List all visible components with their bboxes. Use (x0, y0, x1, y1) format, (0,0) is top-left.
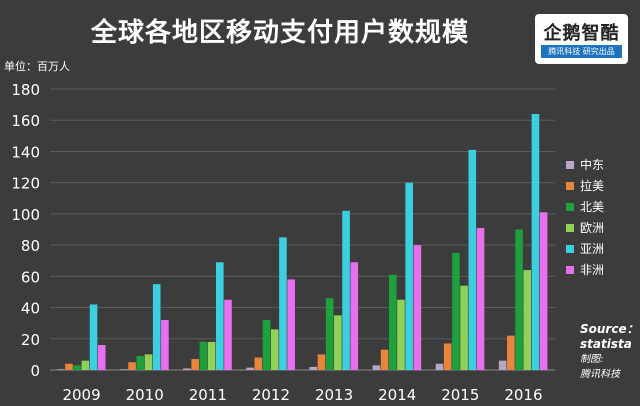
legend-label: 非洲 (580, 263, 605, 277)
y-tick-label: 60 (21, 268, 40, 286)
x-tick-label: 2011 (189, 386, 227, 404)
legend-swatch (566, 223, 574, 232)
bar (97, 345, 106, 370)
bar (334, 315, 342, 370)
bar (388, 274, 397, 370)
bar (435, 363, 444, 370)
bar (523, 270, 532, 370)
y-tick-label: 20 (21, 331, 40, 349)
x-tick-label: 2014 (378, 386, 416, 404)
bar (224, 299, 232, 370)
bar (460, 285, 468, 370)
bar (136, 355, 145, 370)
brand-logo: 企鹅智酷 腾讯科技 研究出品 (535, 14, 628, 64)
chart-legend: 中东拉美北美欧洲亚洲非洲 (566, 154, 604, 280)
legend-swatch (566, 265, 574, 274)
bar (152, 284, 161, 370)
page-title: 全球各地区移动支付用户数规模 (90, 18, 469, 48)
y-tick-label: 160 (11, 112, 40, 130)
source-label: Source： (580, 322, 639, 336)
bar (309, 366, 318, 370)
legend-label: 拉美 (580, 179, 605, 193)
y-tick-label: 80 (21, 237, 40, 255)
legend-item: 拉美 (566, 175, 604, 196)
legend-label: 亚洲 (580, 242, 605, 256)
credit-name: 腾讯科技 (580, 369, 620, 380)
legend-item: 欧洲 (566, 217, 604, 238)
bar (246, 367, 254, 370)
credit-label: 制图: (580, 354, 604, 365)
bar (507, 335, 515, 370)
bar (531, 113, 540, 370)
y-tick-label: 120 (11, 175, 40, 193)
bar (317, 354, 326, 370)
bar (498, 360, 507, 370)
x-tick-label: 2015 (441, 386, 479, 404)
y-tick-label: 40 (21, 300, 40, 318)
legend-swatch (566, 160, 574, 169)
bar (262, 320, 271, 370)
bar (287, 279, 295, 370)
bar (191, 359, 200, 370)
y-tick-label: 140 (11, 143, 40, 161)
y-tick-label: 180 (11, 81, 40, 99)
bar (380, 349, 389, 370)
x-tick-label: 2013 (315, 386, 353, 404)
bar (144, 354, 153, 370)
legend-label: 欧洲 (580, 221, 605, 235)
source-name: statista (580, 337, 632, 351)
x-tick-label: 2009 (62, 386, 100, 404)
bar (476, 227, 485, 370)
legend-swatch (566, 244, 574, 253)
bar (73, 365, 81, 370)
bar (89, 304, 98, 370)
legend-item: 中东 (566, 154, 604, 175)
bar (65, 363, 73, 370)
bar (443, 343, 452, 370)
bar (413, 245, 422, 370)
x-tick-label: 2012 (252, 386, 290, 404)
unit-label: 单位：百万人 (4, 60, 70, 73)
logo-name: 企鹅智酷 (543, 23, 620, 44)
legend-label: 中东 (580, 158, 605, 172)
bar (350, 262, 359, 370)
bar (270, 329, 279, 370)
legend-item: 亚洲 (566, 238, 604, 259)
bar (405, 182, 413, 370)
y-tick-label: 0 (30, 362, 40, 380)
legend-item: 北美 (566, 196, 604, 217)
logo-tagline: 腾讯科技 研究出品 (541, 45, 622, 58)
bar (81, 360, 90, 370)
bar (56, 369, 65, 371)
legend-swatch (566, 202, 574, 211)
bar (515, 229, 523, 370)
bar (216, 262, 224, 370)
x-tick-label: 2016 (504, 386, 542, 404)
source-note: Source： statista 制图: 腾讯科技 (580, 322, 639, 382)
bar (539, 212, 548, 370)
x-tick-label: 2010 (126, 386, 164, 404)
y-tick-label: 100 (11, 206, 40, 224)
bar (199, 341, 208, 370)
bar (161, 320, 169, 370)
bar (120, 369, 128, 371)
legend-label: 北美 (580, 200, 605, 214)
legend-swatch (566, 181, 574, 190)
bar (325, 298, 334, 370)
bar (342, 210, 350, 370)
bar (452, 252, 460, 370)
bar (279, 237, 287, 370)
bar (128, 362, 136, 370)
bar (397, 299, 405, 370)
legend-item: 非洲 (566, 259, 604, 280)
bar (468, 149, 477, 370)
bar (183, 368, 191, 370)
bar (254, 357, 263, 370)
bar (372, 365, 381, 370)
bar (207, 341, 216, 370)
